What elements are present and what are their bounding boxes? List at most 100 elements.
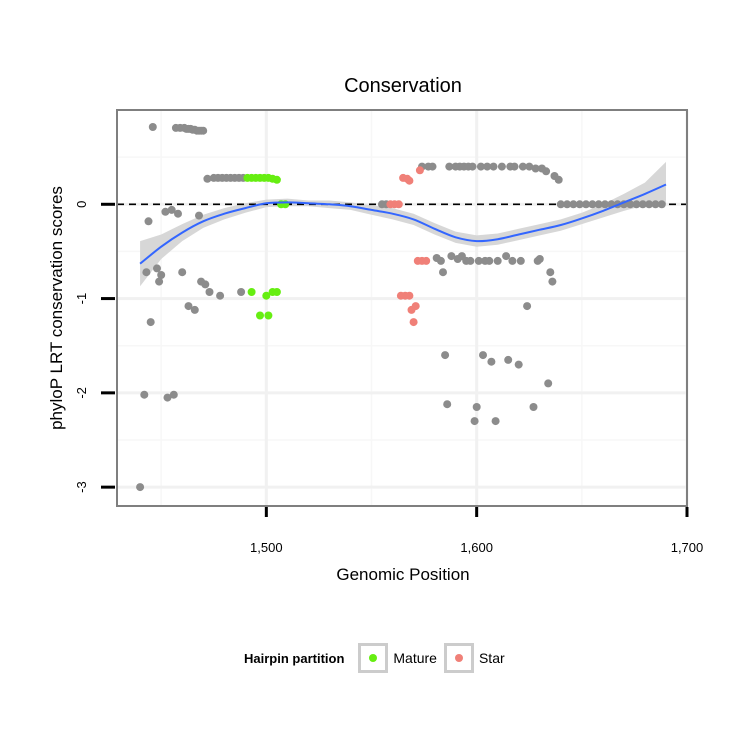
- point-other: [504, 355, 513, 364]
- grid-lines: [117, 110, 689, 506]
- point-other: [201, 280, 210, 289]
- point-other: [544, 379, 553, 388]
- point-other: [582, 200, 590, 209]
- point-other: [203, 174, 212, 183]
- point-star: [409, 318, 418, 327]
- point-star: [415, 166, 424, 175]
- point-other: [546, 268, 555, 277]
- point-other: [199, 126, 208, 135]
- smooth-curve: [139, 183, 667, 265]
- point-other: [554, 175, 563, 184]
- point-other: [638, 200, 647, 209]
- point-other: [479, 351, 487, 360]
- point-other: [487, 357, 496, 366]
- point-other: [569, 200, 578, 209]
- point-other: [174, 209, 182, 218]
- point-mature: [272, 175, 281, 184]
- point-star: [405, 176, 414, 185]
- point-mature: [264, 311, 273, 320]
- point-other: [493, 256, 502, 265]
- point-other: [472, 403, 481, 411]
- point-other: [441, 351, 450, 360]
- point-other: [184, 302, 193, 311]
- point-star: [405, 291, 414, 300]
- data-points: [136, 123, 666, 492]
- point-mature: [247, 288, 256, 296]
- legend-dot-mature: [369, 654, 378, 662]
- x-axis-label: Genomic Position: [336, 565, 469, 584]
- point-mature: [272, 288, 281, 296]
- point-star: [394, 200, 403, 209]
- point-other: [489, 162, 498, 171]
- plot-border: [116, 109, 688, 507]
- point-other: [195, 211, 203, 220]
- x-tick-label: 1,700: [671, 540, 704, 555]
- point-other: [575, 200, 584, 209]
- point-other: [531, 164, 540, 173]
- point-other: [535, 255, 544, 263]
- point-other: [523, 302, 532, 311]
- point-other: [443, 400, 452, 409]
- point-other: [508, 256, 517, 265]
- point-other: [594, 200, 603, 209]
- point-other: [167, 205, 176, 214]
- point-other: [525, 162, 534, 171]
- point-other: [155, 277, 164, 286]
- point-star: [411, 302, 420, 311]
- point-other: [657, 200, 666, 209]
- legend-dot-star: [454, 654, 463, 662]
- point-other: [436, 256, 445, 265]
- point-other: [163, 393, 172, 402]
- point-other: [601, 200, 609, 209]
- point-other: [476, 162, 485, 171]
- smooth-line: [139, 183, 667, 265]
- y-tick-label: -1: [74, 293, 89, 305]
- point-other: [542, 167, 551, 176]
- point-other: [205, 288, 214, 296]
- point-other: [468, 162, 477, 171]
- point-other: [146, 318, 155, 327]
- point-other: [651, 200, 660, 209]
- legend-label-mature: Mature: [393, 650, 437, 666]
- y-tick-label: -2: [74, 387, 89, 399]
- legend-key-star: [443, 643, 474, 673]
- point-mature: [262, 291, 271, 300]
- y-axis-label: phyloP LRT conservation scores: [47, 186, 66, 430]
- point-other: [169, 390, 178, 399]
- point-other: [470, 417, 479, 426]
- point-other: [445, 162, 454, 171]
- point-other: [514, 360, 523, 369]
- point-other: [140, 390, 149, 399]
- chart-title: Conservation: [344, 75, 462, 97]
- point-other: [497, 162, 506, 171]
- point-other: [144, 217, 153, 226]
- point-other: [548, 277, 557, 286]
- point-other: [632, 200, 641, 209]
- point-other: [483, 162, 492, 171]
- point-other: [216, 291, 225, 300]
- point-other: [474, 256, 483, 265]
- point-other: [502, 252, 511, 261]
- x-axis: 1,500 1,600 1,700: [250, 507, 703, 555]
- point-other: [153, 264, 161, 273]
- point-other: [136, 483, 145, 492]
- point-other: [237, 288, 246, 296]
- point-other: [157, 271, 166, 279]
- point-other: [190, 305, 199, 314]
- y-tick-label: -3: [74, 481, 89, 493]
- point-other: [529, 403, 538, 411]
- legend: Hairpin partition Mature Star: [244, 640, 512, 676]
- x-tick-label: 1,600: [460, 540, 493, 555]
- point-other: [178, 268, 187, 277]
- point-other: [556, 200, 565, 209]
- point-other: [466, 256, 475, 265]
- point-other: [148, 123, 157, 131]
- point-other: [485, 256, 494, 265]
- x-tick-label: 1,500: [250, 540, 283, 555]
- point-star: [422, 256, 431, 265]
- point-other: [518, 162, 527, 171]
- point-other: [142, 268, 151, 277]
- point-other: [516, 256, 525, 265]
- point-other: [588, 200, 597, 209]
- point-other: [645, 200, 654, 209]
